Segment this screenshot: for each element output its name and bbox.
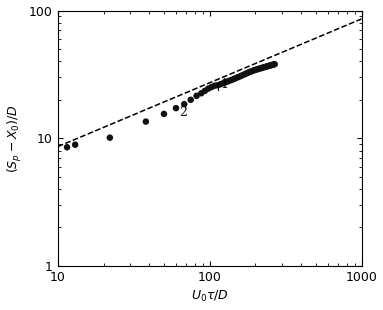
Point bbox=[257, 66, 263, 71]
Point bbox=[261, 65, 267, 70]
Point bbox=[223, 80, 229, 85]
Point bbox=[253, 67, 259, 72]
Y-axis label: $(S_p-X_0)/D$: $(S_p-X_0)/D$ bbox=[6, 104, 24, 173]
Point bbox=[64, 145, 70, 150]
Point bbox=[255, 67, 261, 72]
Point bbox=[232, 76, 239, 81]
Point bbox=[188, 97, 194, 102]
Point bbox=[215, 83, 221, 88]
Point bbox=[239, 73, 245, 78]
Point bbox=[270, 62, 277, 67]
Point bbox=[265, 64, 271, 69]
Point bbox=[218, 82, 224, 87]
Point bbox=[228, 78, 234, 83]
Point bbox=[198, 91, 204, 96]
Point bbox=[245, 70, 251, 75]
Point bbox=[272, 62, 278, 67]
Point bbox=[143, 119, 149, 124]
Point bbox=[243, 71, 249, 76]
Point bbox=[161, 112, 167, 117]
Point bbox=[268, 63, 274, 68]
Point bbox=[260, 65, 266, 70]
Point bbox=[226, 79, 232, 84]
Point bbox=[237, 74, 243, 79]
Text: 2: 2 bbox=[179, 106, 187, 119]
Point bbox=[202, 88, 208, 93]
Point bbox=[269, 63, 275, 68]
Point bbox=[247, 69, 253, 74]
Point bbox=[205, 86, 211, 91]
Point bbox=[250, 68, 256, 73]
Text: 1: 1 bbox=[220, 78, 228, 91]
Point bbox=[235, 75, 241, 80]
Point bbox=[267, 63, 273, 68]
Point bbox=[252, 68, 258, 73]
Point bbox=[262, 64, 268, 69]
Point bbox=[72, 142, 78, 147]
Point bbox=[209, 85, 215, 90]
Point bbox=[173, 106, 179, 111]
Point bbox=[181, 102, 187, 107]
Point bbox=[212, 83, 218, 88]
Point bbox=[220, 81, 226, 86]
Point bbox=[258, 66, 264, 71]
Point bbox=[248, 69, 254, 74]
Point bbox=[193, 93, 200, 98]
X-axis label: $U_0\tau /D$: $U_0\tau /D$ bbox=[191, 289, 229, 304]
Point bbox=[107, 135, 113, 140]
Point bbox=[264, 64, 270, 69]
Point bbox=[241, 72, 247, 77]
Point bbox=[230, 77, 236, 82]
